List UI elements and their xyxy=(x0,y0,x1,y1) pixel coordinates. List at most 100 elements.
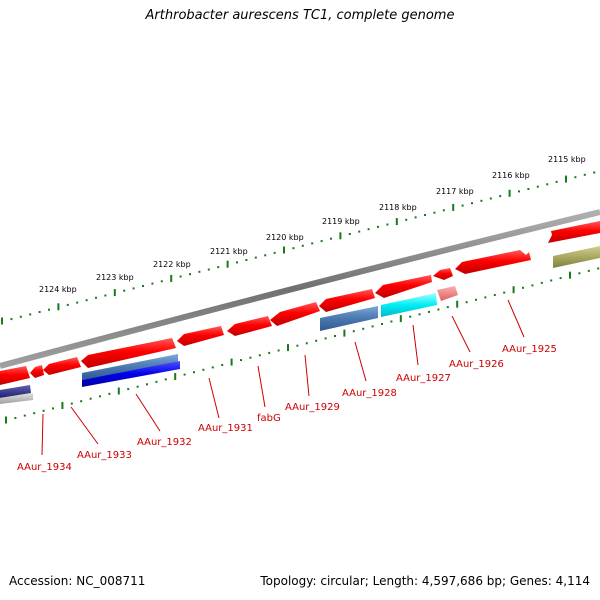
gene-arrow-reverse[interactable] xyxy=(270,302,320,326)
gene-arrow-reverse[interactable] xyxy=(0,366,30,385)
scale-minor-tick xyxy=(23,414,26,417)
scale-minor-tick xyxy=(189,273,191,276)
scale-minor-tick xyxy=(268,351,271,354)
scale-major-tick xyxy=(395,218,398,226)
gene-label[interactable]: AAur_1926 xyxy=(449,359,504,370)
scale-minor-tick xyxy=(493,294,496,296)
leader-line xyxy=(451,315,471,353)
scale-minor-tick xyxy=(221,364,224,366)
outer-scale-ring xyxy=(1,171,596,325)
scale-minor-tick xyxy=(578,272,581,275)
scale-minor-tick xyxy=(405,218,408,221)
scale-minor-tick xyxy=(127,388,130,391)
scale-minor-tick xyxy=(597,267,600,270)
scale-minor-tick xyxy=(540,281,543,284)
gene-track xyxy=(0,221,600,404)
scale-minor-tick xyxy=(193,371,195,374)
gene-label[interactable]: AAur_1933 xyxy=(77,450,132,461)
scale-minor-tick xyxy=(211,366,214,369)
gene-label[interactable]: AAur_1928 xyxy=(342,388,397,399)
scale-minor-tick xyxy=(559,277,562,280)
scale-minor-tick xyxy=(249,356,252,359)
gene-partial[interactable] xyxy=(0,393,33,404)
gene-aaur-1932[interactable] xyxy=(82,354,178,380)
scale-minor-tick xyxy=(386,223,389,226)
scale-minor-tick xyxy=(381,323,383,325)
scale-minor-tick xyxy=(89,397,92,400)
scale-minor-tick xyxy=(334,335,336,337)
gene-aaur-1928[interactable] xyxy=(320,306,378,331)
gene-arrow-reverse[interactable] xyxy=(227,316,272,336)
scale-tick-label: 2117 kbp xyxy=(436,187,474,196)
gene-label[interactable]: AAur_1932 xyxy=(137,437,192,448)
scale-tick-label: 2115 kbp xyxy=(548,155,586,164)
scale-minor-tick xyxy=(70,402,73,405)
scale-minor-tick xyxy=(273,251,276,254)
scale-minor-tick xyxy=(352,330,355,333)
scale-major-tick xyxy=(113,289,116,297)
scale-major-tick xyxy=(170,274,173,282)
scale-minor-tick xyxy=(390,320,393,323)
gene-arrow-forward[interactable] xyxy=(548,221,600,243)
leader-line xyxy=(304,354,310,397)
gene-arrow-reverse[interactable] xyxy=(177,326,224,346)
gene-arrow-reverse[interactable] xyxy=(319,289,375,312)
scale-minor-tick xyxy=(377,225,379,228)
gene-arrow-reverse[interactable] xyxy=(81,338,176,368)
scale-minor-tick xyxy=(19,315,22,318)
scale-minor-tick xyxy=(358,230,361,233)
scale-major-tick xyxy=(452,203,455,211)
gene-aaur-1927[interactable] xyxy=(381,293,437,317)
gene-arrow-reverse[interactable] xyxy=(433,268,453,280)
gene-label[interactable]: AAur_1934 xyxy=(17,462,72,473)
leader-line xyxy=(135,393,161,432)
scale-minor-tick xyxy=(33,412,36,415)
scale-minor-tick xyxy=(38,311,41,313)
leader-line xyxy=(208,377,220,419)
gene-labels: AAur_1925AAur_1926AAur_1927AAur_1928AAur… xyxy=(17,344,557,473)
scale-minor-tick xyxy=(258,354,261,357)
gene-label[interactable]: fabG xyxy=(257,413,281,424)
scale-major-tick xyxy=(569,271,571,279)
scale-minor-tick xyxy=(142,285,144,287)
gene-label[interactable]: AAur_1929 xyxy=(285,402,340,413)
scale-tick-label: 2121 kbp xyxy=(210,247,248,256)
gene-aaur-1934[interactable] xyxy=(0,385,31,398)
scale-minor-tick xyxy=(414,216,417,219)
scale-minor-tick xyxy=(277,349,280,352)
scale-minor-tick xyxy=(207,268,210,271)
scale-major-tick xyxy=(508,189,511,197)
scale-minor-tick xyxy=(311,242,314,245)
gene-label[interactable]: AAur_1931 xyxy=(198,423,253,434)
scale-minor-tick xyxy=(320,240,323,243)
scale-tick-label: 2124 kbp xyxy=(39,285,77,294)
gene-arrow-reverse[interactable] xyxy=(455,250,531,274)
scale-minor-tick xyxy=(66,303,69,306)
scale-major-tick xyxy=(226,260,229,268)
scale-minor-tick xyxy=(151,282,154,285)
scale-minor-tick xyxy=(217,266,220,269)
scale-minor-tick xyxy=(179,275,182,278)
gene-arrow-reverse[interactable] xyxy=(30,365,44,378)
scale-major-tick xyxy=(57,303,60,311)
scale-minor-tick xyxy=(471,202,473,205)
gene-aaur-1933[interactable] xyxy=(82,361,180,387)
scale-minor-tick xyxy=(10,318,13,321)
scale-minor-tick xyxy=(80,400,83,403)
gene-label[interactable]: AAur_1927 xyxy=(396,373,451,384)
gene-arrow-forward[interactable] xyxy=(553,246,600,268)
scale-minor-tick xyxy=(465,301,468,304)
scale-minor-tick xyxy=(536,185,539,188)
gene-arrow-reverse[interactable] xyxy=(375,275,432,298)
scale-major-tick xyxy=(117,387,120,395)
scale-minor-tick xyxy=(574,176,577,179)
scale-minor-tick xyxy=(52,407,54,410)
scale-minor-tick xyxy=(236,261,238,264)
gene-label[interactable]: AAur_1925 xyxy=(502,344,557,355)
scale-minor-tick xyxy=(522,286,524,289)
scale-minor-tick xyxy=(484,296,487,299)
gene-aaur-1926[interactable] xyxy=(437,286,458,301)
map-title: Arthrobacter aurescens TC1, complete gen… xyxy=(145,8,455,23)
gene-arrow-reverse[interactable] xyxy=(43,357,81,375)
